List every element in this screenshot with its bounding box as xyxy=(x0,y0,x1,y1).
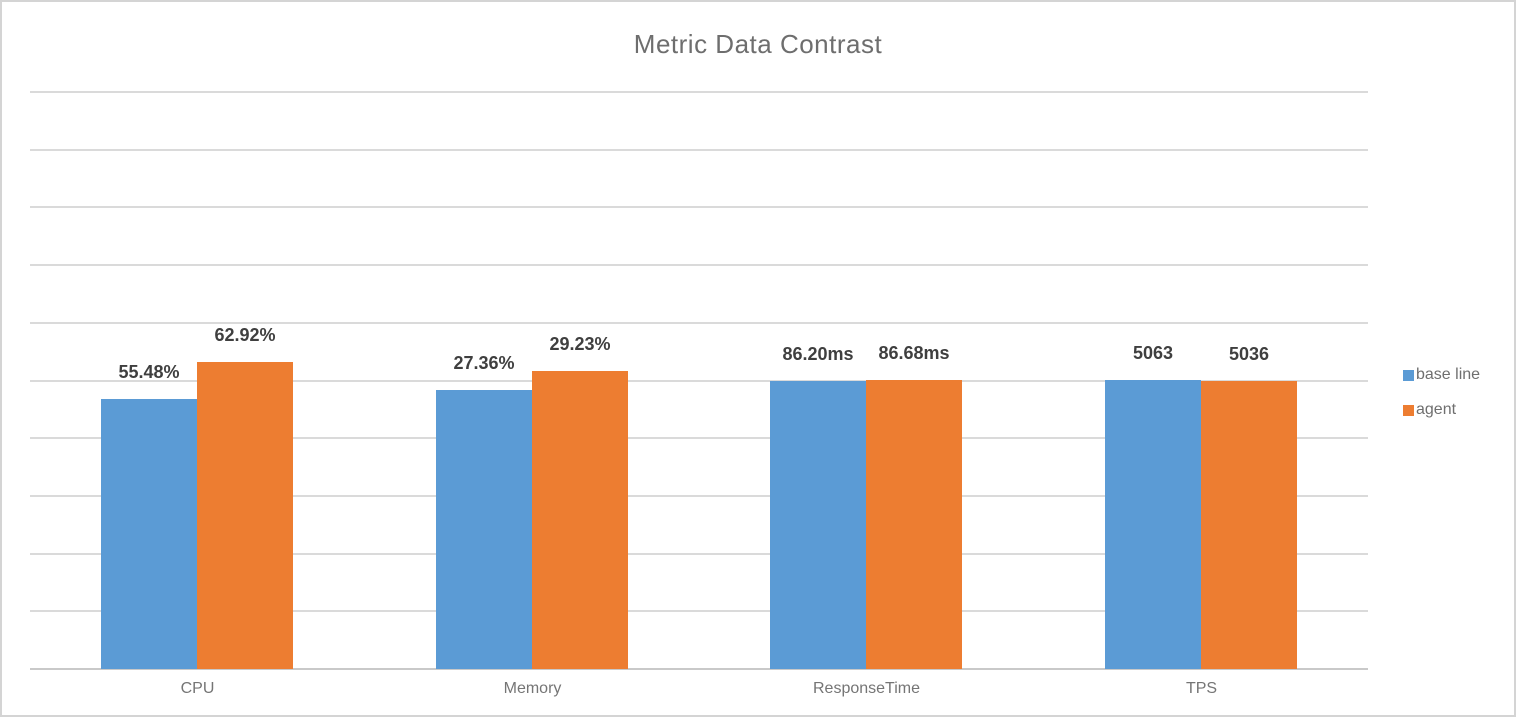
gridline xyxy=(30,148,1368,151)
gridline xyxy=(30,552,1368,555)
gridline xyxy=(30,91,1368,93)
bar-agent-tps xyxy=(1201,381,1297,669)
bar-value-label: 29.23% xyxy=(549,334,611,354)
x-axis-label-tps: TPS xyxy=(1185,680,1218,697)
x-axis-label-cpu: CPU xyxy=(180,680,215,697)
plot-area: 55.48% 62.92% 27.36% 29.23% 86.20ms 86.68ms 50… xyxy=(30,91,1368,670)
bar-value-label: 86.20ms xyxy=(782,344,854,364)
bar-value-label: 5036 xyxy=(1228,344,1270,364)
bar-value-label: 5063 xyxy=(1132,343,1174,363)
bar-value-label: 62.92% xyxy=(214,325,276,345)
bar-agent-memory xyxy=(532,371,628,669)
legend: base line agent xyxy=(1403,366,1480,419)
legend-item-base-line[interactable]: base line xyxy=(1403,366,1480,384)
bar-agent-responsetime xyxy=(866,380,962,669)
x-axis-labels: CPU Memory ResponseTime TPS xyxy=(30,680,1368,702)
x-axis-label-responsetime: ResponseTime xyxy=(812,680,920,697)
bar-agent-cpu xyxy=(197,362,293,669)
x-axis-line xyxy=(30,668,1368,670)
bar-base-line-responsetime xyxy=(770,381,866,669)
gridline xyxy=(30,379,1368,382)
bar-value-label: 55.48% xyxy=(118,362,180,382)
legend-marker-icon xyxy=(1403,369,1414,381)
bar-base-line-memory xyxy=(436,390,532,669)
bar-base-line-tps xyxy=(1105,380,1201,669)
bar-value-label: 27.36% xyxy=(453,353,515,373)
gridline xyxy=(30,206,1368,209)
x-axis-label-memory: Memory xyxy=(503,680,562,697)
gridline xyxy=(30,610,1368,613)
legend-label: base line xyxy=(1416,366,1481,383)
bar-base-line-cpu xyxy=(101,399,197,669)
legend-marker-icon xyxy=(1403,404,1414,416)
bar-value-label: 86.68ms xyxy=(878,343,950,363)
legend-label: agent xyxy=(1416,401,1457,418)
gridline xyxy=(30,264,1368,267)
gridline xyxy=(30,321,1368,324)
legend-item-agent[interactable]: agent xyxy=(1403,401,1480,419)
chart-title: Metric Data Contrast xyxy=(633,29,883,59)
gridline xyxy=(30,494,1368,497)
gridline xyxy=(30,437,1368,440)
